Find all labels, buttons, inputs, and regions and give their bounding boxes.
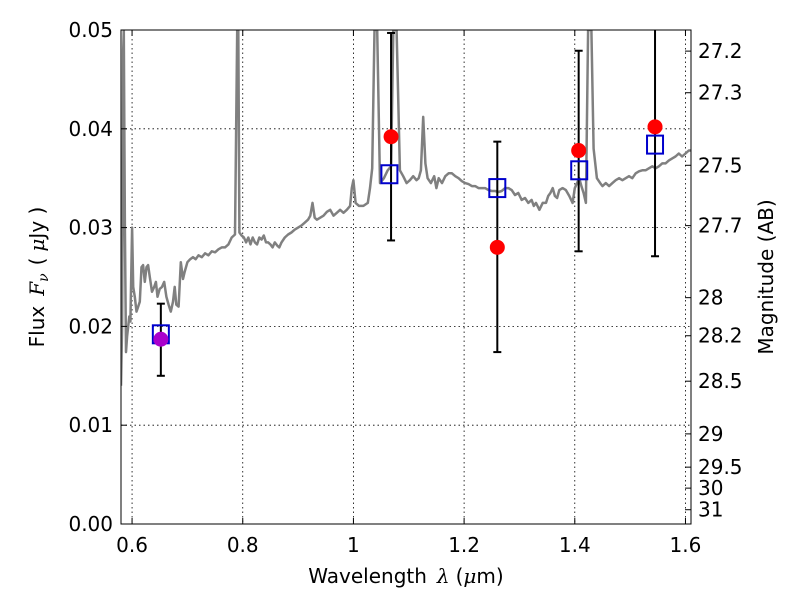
observed-photometry-point: [383, 129, 399, 145]
spectrum-line: [121, 30, 691, 386]
y2-tick-label: 27.5: [698, 153, 743, 177]
y-tick-label: 0.00: [68, 512, 113, 536]
observed-photometry-point: [489, 239, 505, 255]
y-tick-label: 0.05: [68, 18, 113, 42]
synthetic-photometry-markers: [151, 134, 665, 345]
synthetic-photometry-point: [570, 160, 589, 181]
y2-axis-title: Magnitude (AB): [754, 199, 778, 354]
x-tick-label: 1.2: [448, 533, 480, 557]
x-tick-label: 0.6: [116, 533, 148, 557]
x-tick-label: 1.6: [670, 533, 702, 557]
y2-tick-label: 29: [698, 422, 723, 446]
y2-tick-label: 27.3: [698, 81, 743, 105]
y2-tick-label: 27.2: [698, 39, 743, 63]
x-axis-ticks: 0.6 0.8 1 1.2 1.4 1.6: [116, 30, 701, 557]
observed-photometry-point: [153, 331, 169, 347]
y-tick-label: 0.02: [68, 314, 113, 338]
plot-frame: [120, 29, 692, 525]
y-tick-label: 0.03: [68, 216, 113, 240]
x-tick-label: 0.8: [227, 533, 259, 557]
y2-tick-label: 29.5: [698, 455, 743, 479]
synthetic-photometry-point: [380, 164, 399, 185]
y2-tick-label: 28: [698, 286, 723, 310]
y-tick-label: 0.04: [68, 117, 113, 141]
y2-tick-label: 28.2: [698, 324, 743, 348]
y2-tick-label: 31: [698, 498, 723, 522]
y-tick-label: 0.01: [68, 413, 113, 437]
y2-tick-label: 30: [698, 476, 723, 500]
x-tick-label: 1.4: [559, 533, 591, 557]
x-axis-title: Wavelength λ (μm): [308, 564, 503, 588]
y-axis-ticks: 0.00 0.01 0.02 0.03 0.04 0.05: [68, 18, 127, 536]
observed-photometry-point: [571, 143, 587, 159]
observed-photometry-point: [647, 119, 663, 135]
observed-photometry-markers: [153, 119, 663, 347]
grid: [121, 30, 691, 524]
y-axis-title: FluxFν(μJy ): [25, 207, 52, 348]
model-spectrum: [121, 30, 691, 386]
x-tick-label: 1: [347, 533, 360, 557]
y2-tick-label: 28.5: [698, 369, 743, 393]
y2-tick-label: 27.7: [698, 214, 743, 238]
synthetic-photometry-point: [488, 178, 507, 199]
synthetic-photometry-point: [646, 134, 665, 155]
